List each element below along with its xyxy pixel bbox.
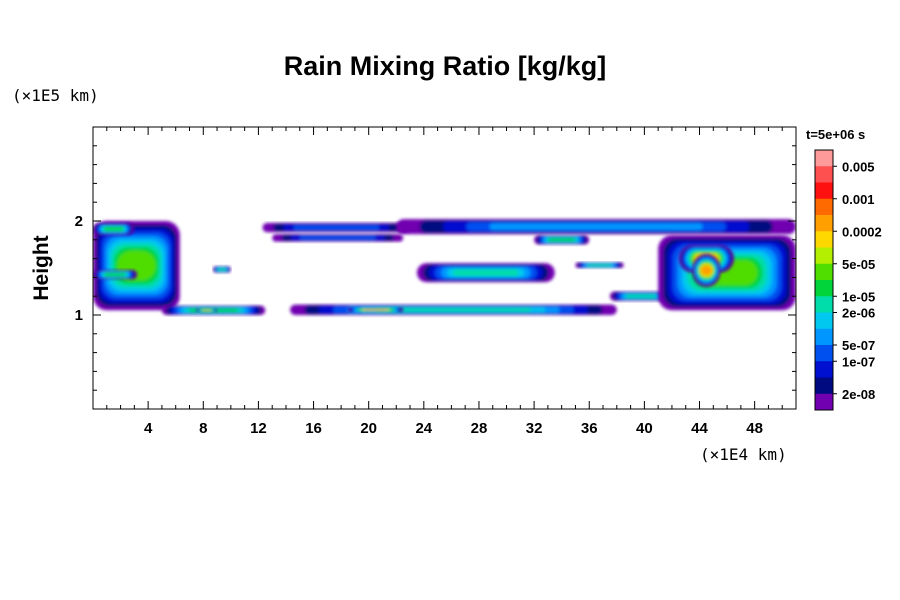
contour-band — [262, 222, 411, 233]
colorbar-label: 2e-06 — [842, 306, 875, 321]
contour-band — [290, 304, 617, 315]
contour-band — [212, 266, 231, 273]
chart-title: Rain Mixing Ratio [kg/kg] — [284, 51, 607, 81]
colorbar-swatch — [815, 328, 833, 346]
colorbar-swatch — [815, 377, 833, 395]
x-axis: 4 8 12 16 20 24 28 32 36 40 44 48 — [106, 127, 783, 437]
colorbar-swatch — [815, 393, 833, 411]
x-tick-label: 8 — [199, 420, 207, 437]
colorbar-label: 5e-05 — [842, 257, 875, 272]
x-tick-label: 36 — [581, 420, 598, 437]
colorbar-swatch — [815, 345, 833, 362]
y-tick-label: 2 — [75, 213, 83, 230]
x-tick-label: 24 — [415, 420, 432, 437]
x-tick-label: 20 — [360, 420, 377, 437]
colorbar-swatch — [815, 166, 833, 183]
colorbar-label: 5e-07 — [842, 338, 875, 353]
colorbar-frame — [814, 149, 834, 411]
contour-band — [575, 262, 624, 268]
colorbar-label: 0.0002 — [842, 224, 882, 239]
y-axis-label: Height — [30, 235, 53, 300]
x-tick-label: 28 — [471, 420, 488, 437]
colorbar-swatch — [815, 182, 833, 200]
contour-band — [658, 235, 796, 311]
colorbar-label: 2e-08 — [842, 387, 875, 402]
contour-band — [534, 235, 590, 245]
colorbar-label: 1e-05 — [842, 289, 875, 304]
y-tick-label: 1 — [75, 307, 83, 324]
colorbar-swatch — [815, 280, 833, 297]
contour-band — [692, 253, 721, 287]
contour-band — [348, 307, 404, 313]
contour-band — [196, 308, 218, 313]
x-tick-label: 40 — [636, 420, 653, 437]
time-label: t=5e+06 s — [806, 127, 865, 142]
colorbar-swatch — [815, 263, 833, 281]
contour-field — [93, 219, 796, 315]
colorbar: 0.005 0.001 0.0002 5e-05 1e-05 2e-06 5e-071e-0… — [814, 149, 882, 411]
x-tick-label: 44 — [691, 420, 708, 437]
colorbar-swatch — [815, 150, 833, 167]
colorbar-swatch — [815, 312, 833, 330]
x-tick-label: 12 — [250, 420, 267, 437]
plot-frame — [92, 126, 797, 410]
colorbar-label: 0.001 — [842, 192, 875, 207]
contour-band — [272, 234, 404, 242]
contour-band — [396, 219, 796, 235]
colorbar-swatch — [815, 198, 833, 216]
x-axis-unit: (×1E4 km) — [700, 445, 787, 464]
y-axis-unit: (×1E5 km) — [12, 86, 99, 105]
x-tick-label: 4 — [144, 420, 153, 437]
colorbar-label: 0.005 — [842, 159, 875, 174]
colorbar-swatch — [815, 215, 833, 232]
contour-band — [93, 269, 138, 280]
x-tick-label: 48 — [746, 420, 763, 437]
colorbar-swatch — [815, 231, 833, 248]
contour-band — [93, 222, 135, 236]
contour-band — [416, 263, 555, 283]
x-tick-label: 32 — [526, 420, 543, 437]
colorbar-swatch — [815, 296, 833, 313]
contour-band — [609, 291, 672, 301]
colorbar-swatch — [815, 247, 833, 265]
colorbar-label: 1e-07 — [842, 354, 875, 369]
colorbar-swatch — [815, 361, 833, 378]
x-tick-label: 16 — [305, 420, 322, 437]
y-axis: 12 — [75, 145, 796, 391]
